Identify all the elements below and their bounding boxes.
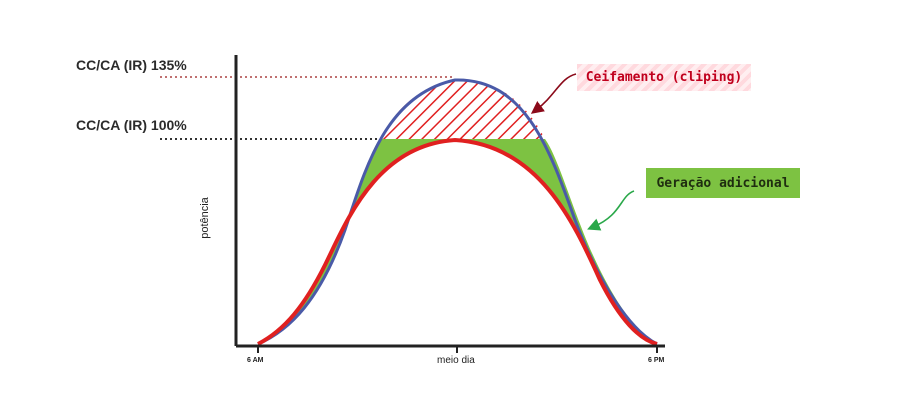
y-axis-label: potência xyxy=(198,197,211,239)
clipping-arrow xyxy=(530,73,577,114)
clipping-callout: Ceifamento (cliping) xyxy=(577,64,751,91)
clipping-label: Ceifamento (cliping) xyxy=(585,70,743,85)
x-tick-label-noon: meio dia xyxy=(437,355,475,366)
additional-generation-callout: Geração adicional xyxy=(646,168,800,198)
x-tick-label-6pm: 6 PM xyxy=(648,357,665,364)
additional-generation-label: Geração adicional xyxy=(656,175,790,191)
ac-power-curve xyxy=(257,137,658,346)
ratio-135-label: CC/CA (IR) 135% xyxy=(76,57,187,73)
ratio-100-label: CC/CA (IR) 100% xyxy=(76,117,187,133)
additional-generation-area xyxy=(258,139,657,344)
x-tick-label-6am: 6 AM xyxy=(247,357,264,364)
additional-generation-arrow xyxy=(587,190,635,231)
